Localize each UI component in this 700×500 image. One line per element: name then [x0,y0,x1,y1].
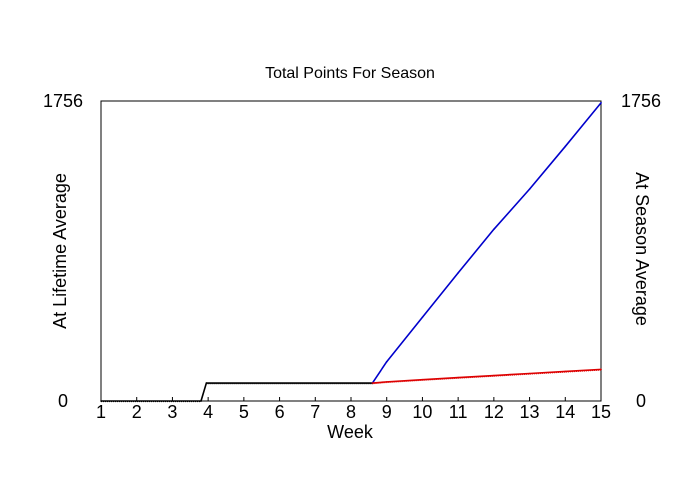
y-left-ticks: 0 1756 [43,91,83,411]
x-tick-label: 12 [484,402,504,422]
lifetime-series-point [493,228,495,231]
lifetime-series-point [564,145,567,148]
right-y-tick-label: 0 [636,391,646,411]
y-axis-left-label: At Lifetime Average [50,173,70,329]
x-tick-label: 8 [346,402,356,422]
season-series-point [600,368,602,371]
actual-series-overlay [101,383,373,403]
x-tick-label: 15 [591,402,611,422]
lifetime-series-point [421,316,424,319]
x-ticks: 1 2 3 4 5 6 7 8 9 10 11 12 13 14 15 [96,397,611,422]
lifetime-series-point [528,188,531,190]
left-y-tick-label: 0 [58,391,68,411]
y-axis-right-label: At Season Average [632,172,652,326]
series-layer [100,102,602,403]
x-tick-label: 10 [412,402,432,422]
lifetime-series-point [385,360,388,363]
x-tick-label: 5 [239,402,249,422]
x-tick-label: 14 [555,402,575,422]
lifetime-series-point [600,102,602,104]
season-series-overlay [372,369,602,385]
x-tick-label: 2 [132,402,142,422]
chart-title: Total Points For Season [265,65,435,82]
x-tick-label: 13 [520,402,540,422]
lifetime-series-point [457,272,459,274]
y-right-ticks: 0 1756 [621,91,661,411]
season-series-point [528,372,531,375]
lifetime-series-line [371,102,602,384]
x-tick-label: 3 [167,402,177,422]
x-tick-label: 11 [449,402,468,422]
left-y-tick-label: 1756 [43,91,83,111]
season-series-point [564,370,567,373]
x-tick-label: 4 [203,402,213,422]
x-tick-label: 9 [382,402,392,422]
actual-series-point [205,382,208,384]
plot-area [100,100,602,402]
x-tick-label: 6 [275,402,285,422]
season-series-line [371,368,602,384]
x-tick-label: 1 [96,402,106,422]
x-axis-label: Week [327,422,374,442]
right-y-tick-label: 1756 [621,91,661,111]
x-tick-label: 7 [310,402,320,422]
